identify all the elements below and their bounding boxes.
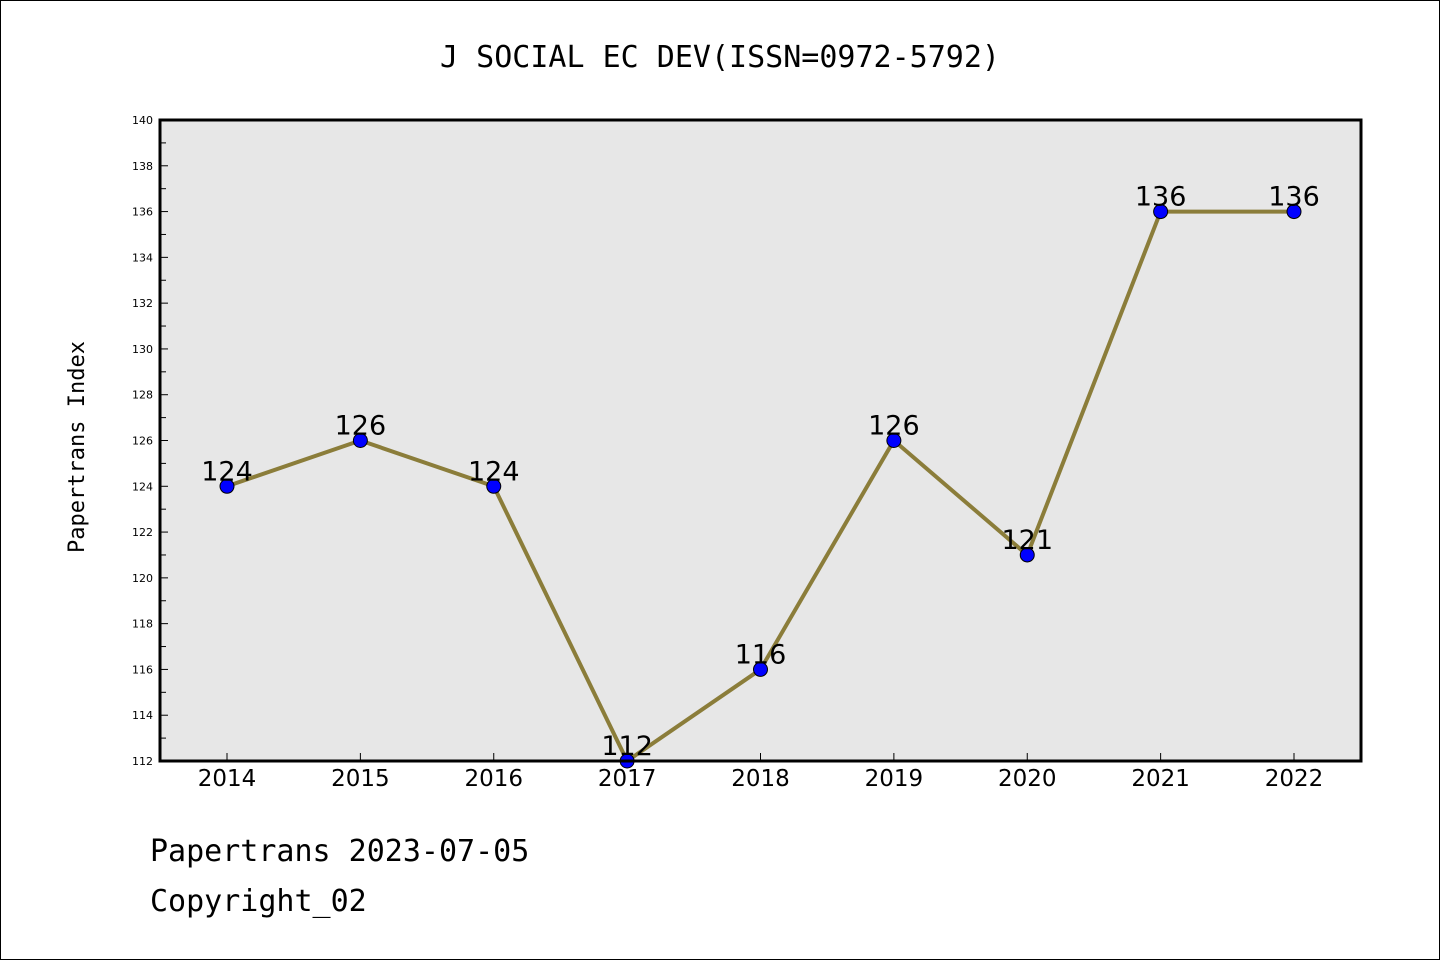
x-tick-label: 2021	[1131, 766, 1190, 792]
y-axis: 112 114 116 118 120 122 124 126 128 130 132 134 136 1…	[132, 114, 168, 768]
footer-copyright: Copyright_02	[150, 884, 367, 919]
y-tick-label: 132	[132, 297, 153, 310]
data-label: 124	[468, 456, 520, 487]
data-point	[1019, 547, 1035, 563]
y-tick-label: 138	[132, 160, 153, 173]
data-point	[219, 478, 235, 494]
y-tick-label: 140	[132, 114, 153, 127]
y-tick-label: 118	[132, 618, 153, 631]
y-tick-label: 114	[132, 709, 153, 722]
x-tick-label: 2018	[731, 766, 790, 792]
data-point	[352, 433, 368, 448]
data-label: 126	[868, 411, 920, 442]
data-point	[1153, 204, 1169, 220]
chart-title: J SOCIAL EC DEV(ISSN=0972-5792)	[440, 40, 1000, 75]
footer-date: Papertrans 2023-07-05	[150, 834, 530, 869]
y-tick-label: 120	[132, 572, 153, 585]
data-point	[753, 661, 768, 677]
x-axis: 2014 2015 2016 2017 2018 2019 2020 2021 2022	[198, 753, 1324, 792]
y-tick-label: 136	[132, 206, 153, 219]
y-tick-label: 116	[132, 663, 153, 676]
y-tick-label: 130	[132, 343, 153, 356]
data-label: 126	[335, 411, 387, 442]
data-label: 136	[1135, 182, 1187, 213]
data-point	[886, 433, 902, 448]
data-label: 116	[735, 639, 787, 670]
data-label: 121	[1001, 525, 1053, 556]
y-tick-label: 126	[132, 435, 153, 448]
marker-group	[219, 204, 1302, 769]
x-tick-label: 2016	[464, 766, 523, 792]
y-tick-label: 128	[132, 389, 153, 402]
data-label: 124	[201, 456, 253, 487]
y-tick-label: 134	[132, 251, 153, 264]
x-tick-label: 2014	[198, 766, 257, 792]
y-tick-label: 124	[132, 480, 153, 493]
y-tick-label: 112	[132, 755, 153, 768]
y-tick-label: 122	[132, 526, 153, 539]
x-tick-label: 2017	[598, 766, 657, 792]
data-label: 136	[1268, 182, 1320, 213]
data-point	[486, 478, 502, 494]
x-tick-label: 2022	[1265, 766, 1324, 792]
data-label: 112	[601, 731, 653, 762]
x-tick-label: 2020	[998, 766, 1057, 792]
x-tick-label: 2019	[865, 766, 924, 792]
plot-border	[158, 118, 1363, 763]
y-axis-label: Papertrans Index	[65, 341, 90, 553]
data-point	[1286, 204, 1302, 220]
x-tick-label: 2015	[331, 766, 390, 792]
data-label-group: 124 126 124 112 116 126 121 136 136	[201, 182, 1320, 762]
